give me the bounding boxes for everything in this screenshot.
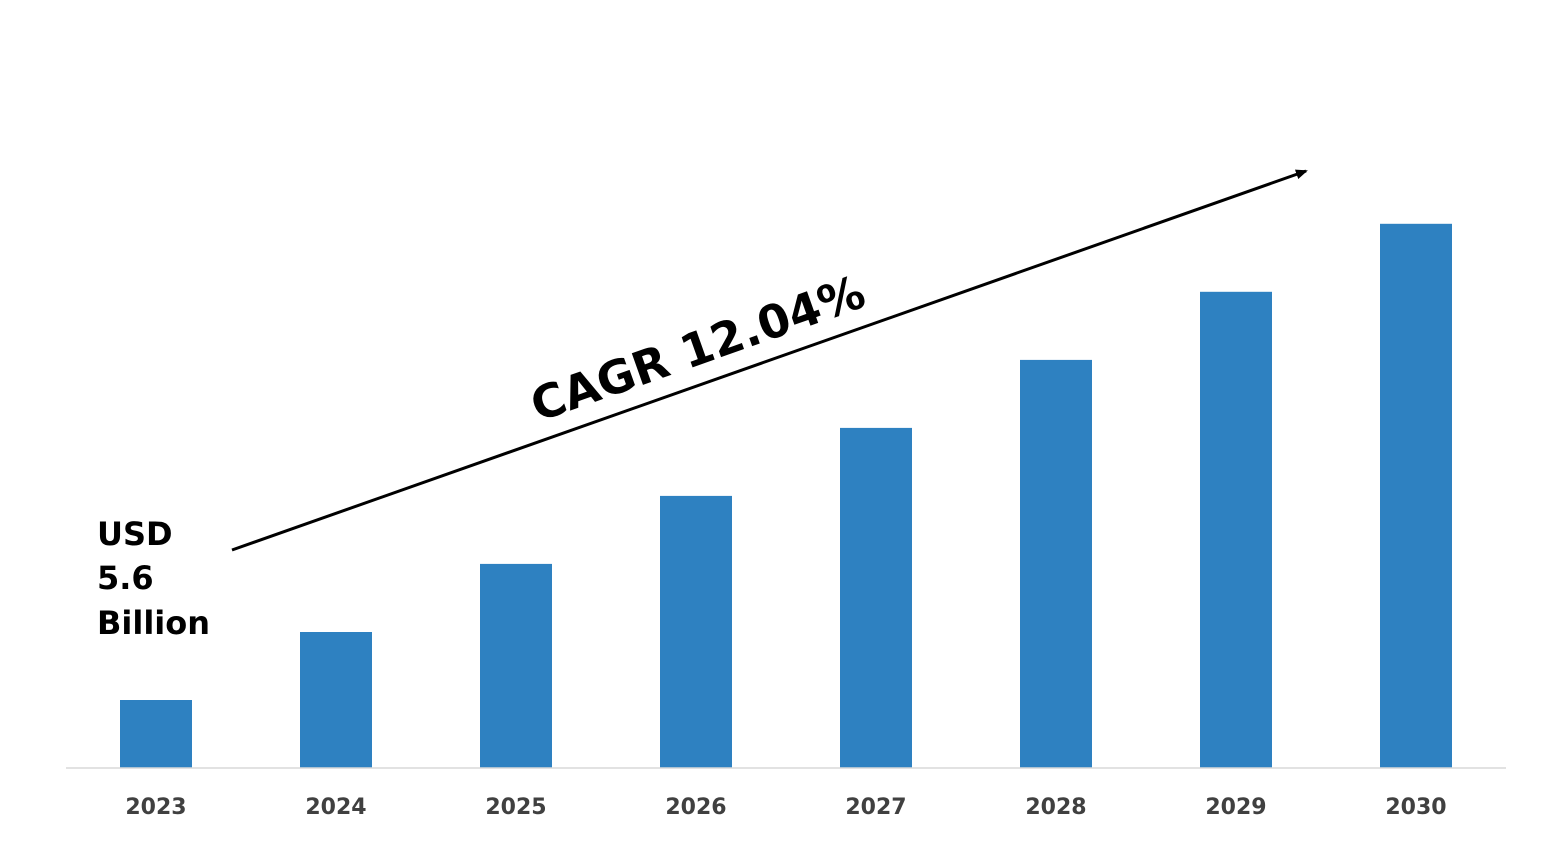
start-value-label: USD 5.6 Billion <box>97 515 210 642</box>
start-value-line-unit: Billion <box>97 604 210 642</box>
cagr-label: CAGR 12.04% <box>524 265 872 433</box>
start-value-line-currency: USD <box>97 515 173 553</box>
x-tick-label-2024: 2024 <box>305 795 366 820</box>
bar-2023 <box>120 700 192 768</box>
bars-group <box>120 223 1452 769</box>
x-tick-label-2023: 2023 <box>125 795 186 820</box>
bar-2027 <box>840 427 912 768</box>
x-tick-labels: 2023 2024 2025 2026 2027 2028 2029 2030 <box>125 795 1446 820</box>
x-tick-label-2030: 2030 <box>1385 795 1446 820</box>
bar-2026 <box>660 495 732 768</box>
bar-2028 <box>1020 359 1092 768</box>
x-tick-label-2028: 2028 <box>1025 795 1086 820</box>
bar-2029 <box>1200 291 1272 768</box>
x-tick-label-2029: 2029 <box>1205 795 1266 820</box>
x-tick-label-2025: 2025 <box>485 795 546 820</box>
cagr-trend-arrow <box>231 169 1308 552</box>
start-value-line-amount: 5.6 <box>97 559 154 597</box>
bar-2025 <box>480 563 552 768</box>
bar-2024 <box>300 632 372 768</box>
x-tick-label-2026: 2026 <box>665 795 726 820</box>
x-tick-label-2027: 2027 <box>845 795 906 820</box>
bar-2030 <box>1380 223 1452 769</box>
